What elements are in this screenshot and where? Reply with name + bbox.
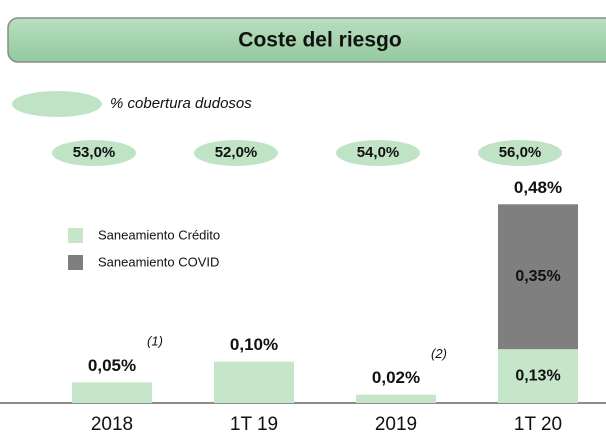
x-tick-label: 1T 19 <box>230 414 278 435</box>
coverage-label: 53,0% <box>73 144 116 161</box>
coverage-bubble <box>52 140 136 166</box>
segment-label: 0,13% <box>515 367 560 384</box>
coverage-label: 54,0% <box>357 144 400 161</box>
legend-swatch <box>68 255 83 270</box>
x-tick-label: 2018 <box>91 414 133 435</box>
bar-segment <box>498 204 578 350</box>
legend-label: Saneamiento Crédito <box>98 227 220 242</box>
bar-segment <box>72 382 152 403</box>
coverage-bubble <box>478 140 562 166</box>
bar-segment <box>498 349 578 403</box>
coverage-bubble <box>336 140 420 166</box>
total-label: 0,05% <box>88 356 136 375</box>
coverage-legend-label: % cobertura dudosos <box>110 95 252 112</box>
coverage-legend-swatch <box>12 91 102 117</box>
footnote-marker: (2) <box>431 346 447 361</box>
x-tick-label: 1T 20 <box>514 414 562 435</box>
coverage-label: 56,0% <box>499 144 542 161</box>
chart-title: Coste del riesgo <box>238 29 401 52</box>
legend-swatch <box>68 228 83 243</box>
segment-label: 0,35% <box>515 268 560 285</box>
x-tick-label: 2019 <box>375 414 417 435</box>
total-label: 0,48% <box>514 178 562 197</box>
bar-segment <box>356 394 436 403</box>
coverage-label: 52,0% <box>215 144 258 161</box>
footnote-marker: (1) <box>147 334 163 349</box>
bar-segment <box>214 361 294 403</box>
legend-label: Saneamiento COVID <box>98 254 219 269</box>
coverage-bubble <box>194 140 278 166</box>
total-label: 0,10% <box>230 335 278 354</box>
total-label: 0,02% <box>372 368 420 387</box>
title-banner <box>7 17 606 63</box>
